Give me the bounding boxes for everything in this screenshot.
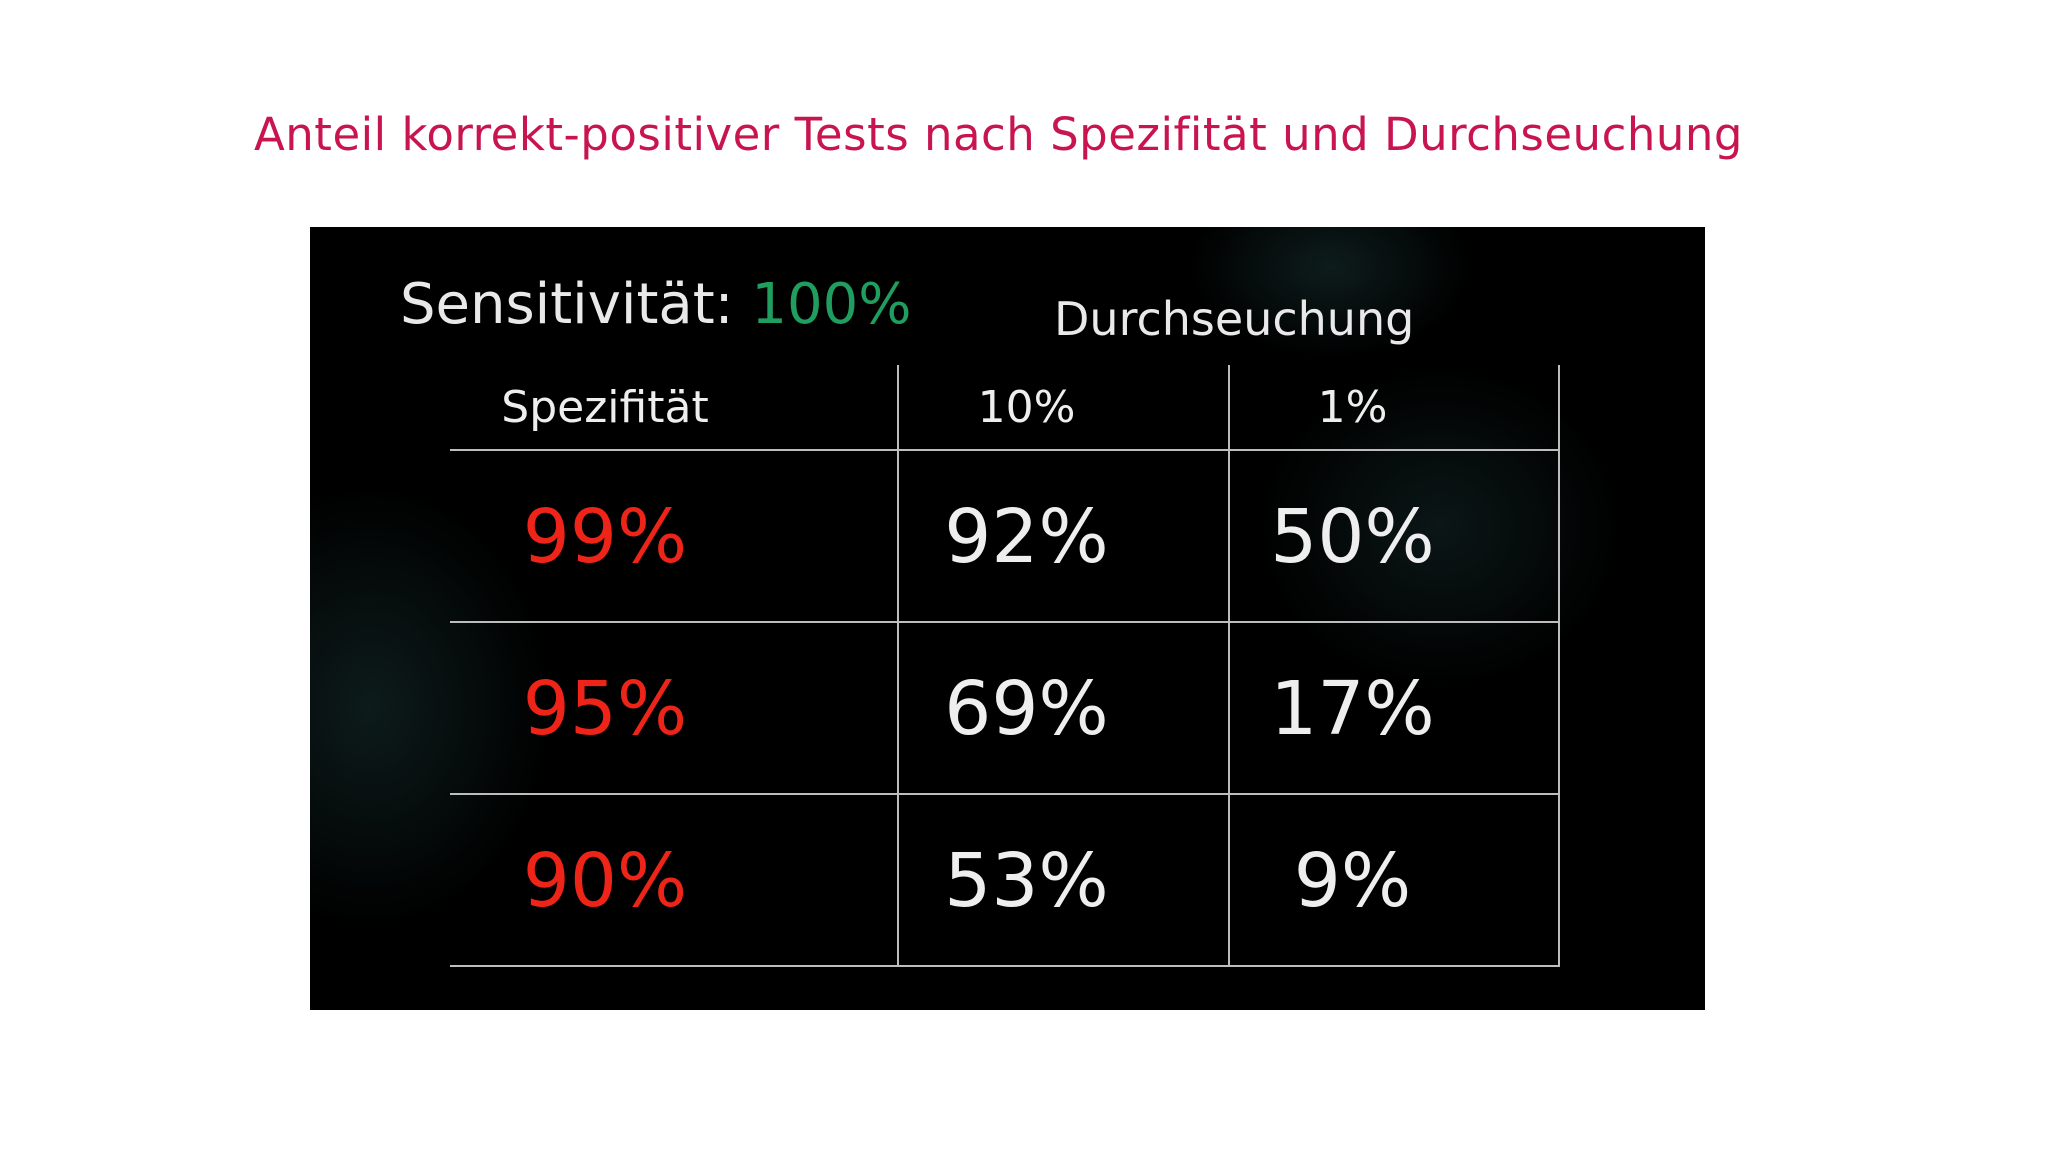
specificity-90: 90% [522, 838, 688, 924]
cell-99-p10: 92% [944, 494, 1109, 580]
grid-line-header [450, 449, 1560, 451]
table-image-panel: Sensitivität: 100% Durchseuchung Spezifi… [310, 227, 1705, 1010]
grid-line-col-2 [1228, 365, 1230, 967]
grid-line-row-1 [450, 621, 1560, 623]
cell-90-p10: 53% [944, 838, 1109, 924]
cell-99-p1: 50% [1270, 494, 1435, 580]
column-header-10-percent: 10% [977, 381, 1076, 433]
durchseuchung-header: Durchseuchung [1054, 292, 1415, 346]
cell-90-p1: 9% [1293, 838, 1412, 924]
cell-95-p10: 69% [944, 666, 1109, 752]
grid-line-bottom [450, 965, 1560, 967]
specificity-95: 95% [522, 666, 688, 752]
cell-95-p1: 17% [1270, 666, 1435, 752]
sensitivity-caption: Sensitivität: 100% [400, 272, 911, 337]
grid-line-col-3 [1558, 365, 1560, 967]
specificity-99: 99% [522, 494, 688, 580]
grid-line-row-2 [450, 793, 1560, 795]
column-header-1-percent: 1% [1317, 381, 1388, 433]
column-header-spezifitaet: Spezifität [501, 381, 709, 433]
page-title: Anteil korrekt-positiver Tests nach Spez… [254, 108, 1743, 161]
grid-line-col-1 [897, 365, 899, 967]
sensitivity-value: 100% [751, 272, 912, 337]
sensitivity-label: Sensitivität: [400, 272, 752, 337]
